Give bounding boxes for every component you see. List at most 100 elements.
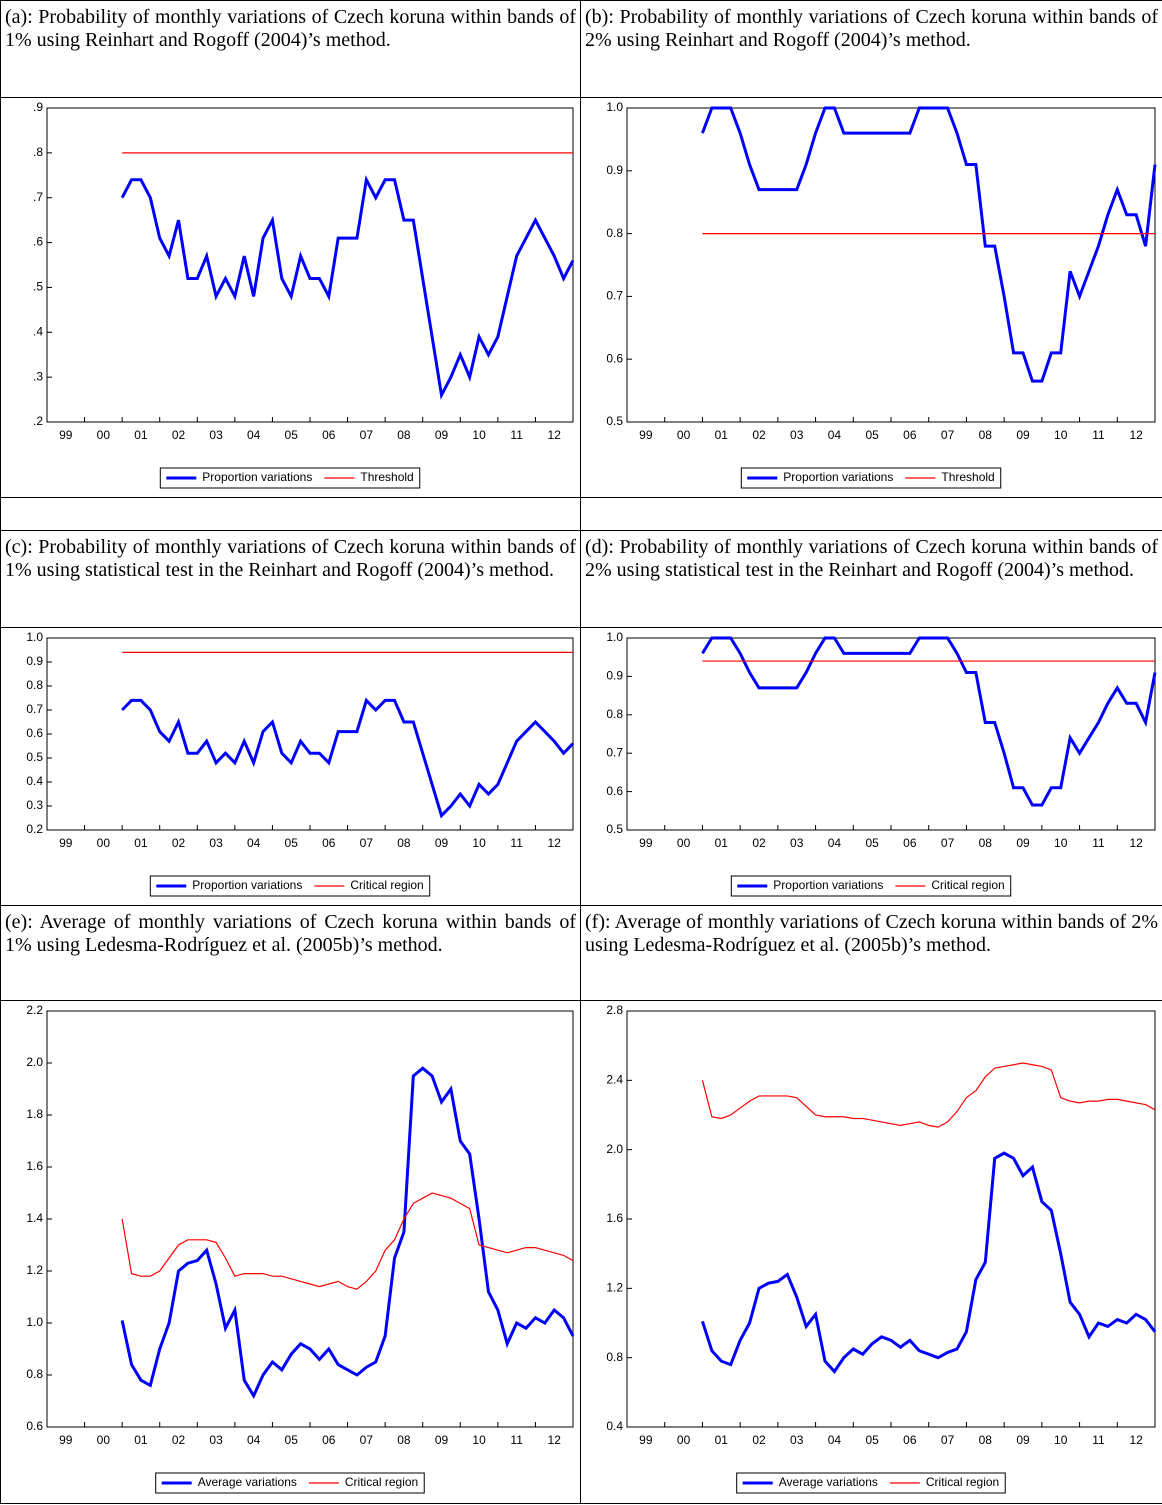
y-tick-label: 0.8 <box>26 678 43 692</box>
legend-box <box>730 875 1012 897</box>
x-tick-label: 02 <box>172 1433 186 1447</box>
x-tick-label: 11 <box>510 836 523 850</box>
x-tick-label: 01 <box>134 1433 148 1447</box>
x-tick-label: 06 <box>903 836 917 850</box>
x-tick-label: 12 <box>548 836 562 850</box>
y-tick-label: 2.8 <box>606 1003 623 1017</box>
y-tick-label: 0.4 <box>606 1419 623 1433</box>
series-line <box>701 1151 1157 1374</box>
series-line <box>121 1192 574 1290</box>
y-tick-label: 2.2 <box>26 1003 43 1017</box>
y-tick-label: .6 <box>33 235 43 249</box>
x-tick-label: 03 <box>209 1433 223 1447</box>
plot-frame <box>626 637 1156 831</box>
x-tick-label: 03 <box>790 428 804 442</box>
legend-label: Average variations <box>779 1475 878 1489</box>
caption: (e): Average of monthly variations of Cz… <box>5 911 576 956</box>
x-tick-label: 09 <box>1016 836 1030 850</box>
y-tick-label: 2.0 <box>26 1055 43 1069</box>
y-tick-label: 0.7 <box>26 702 43 716</box>
x-tick-label: 03 <box>209 428 223 442</box>
x-tick-label: 04 <box>247 1433 261 1447</box>
y-tick-label: .9 <box>33 100 43 114</box>
x-tick-label: 07 <box>360 428 374 442</box>
x-tick-label: 04 <box>247 836 261 850</box>
x-tick-label: 09 <box>1016 428 1030 442</box>
x-tick-label: 08 <box>979 428 993 442</box>
series-line <box>120 1066 575 1400</box>
series-line <box>701 106 1157 383</box>
caption: (b): Probability of monthly variations o… <box>585 6 1158 51</box>
series-line <box>121 697 575 819</box>
y-tick-label: .7 <box>33 190 43 204</box>
y-tick-label: 0.8 <box>606 1350 623 1364</box>
x-tick-label: 05 <box>285 836 299 850</box>
x-tick-label: 02 <box>752 836 766 850</box>
y-tick-label: 0.9 <box>26 654 43 668</box>
y-tick-label: 0.6 <box>26 726 43 740</box>
plot-frame <box>626 1010 1156 1428</box>
chart: 0.2 0.3 0.4 0.5 0.6 0.7 0.8 0.9 1.0 99 00 01 02 03 04 0… <box>26 630 575 897</box>
x-tick-label: 00 <box>677 428 691 442</box>
y-tick-label: .3 <box>33 369 43 383</box>
y-tick-label: 0.6 <box>606 784 623 798</box>
x-tick-label: 07 <box>941 836 955 850</box>
x-tick-label: 01 <box>715 428 729 442</box>
legend-box <box>159 467 421 489</box>
x-tick-label: 05 <box>865 836 879 850</box>
x-tick-label: 08 <box>979 836 993 850</box>
chart: 0.5 0.6 0.7 0.8 0.9 1.0 99 00 01 02 03 04 05 06 07 08 09… <box>606 630 1157 897</box>
legend: Proportion variations Critical region <box>730 875 1012 897</box>
x-tick-label: 99 <box>59 836 73 850</box>
x-tick-label: 04 <box>247 428 261 442</box>
x-tick-label: 08 <box>397 428 411 442</box>
y-tick-label: 1.0 <box>606 630 623 644</box>
series-line <box>701 636 1157 807</box>
x-tick-label: 04 <box>828 1433 842 1447</box>
x-tick-label: 00 <box>677 1433 691 1447</box>
x-tick-label: 10 <box>472 836 486 850</box>
y-tick-label: 0.9 <box>606 669 623 683</box>
y-tick-label: 0.5 <box>606 822 623 836</box>
legend-label: Threshold <box>941 470 994 484</box>
legend-label: Critical region <box>926 1475 999 1489</box>
x-tick-label: 06 <box>903 428 917 442</box>
x-tick-label: 06 <box>322 1433 336 1447</box>
x-tick-label: 12 <box>1129 1433 1143 1447</box>
y-tick-label: 0.4 <box>26 774 43 788</box>
y-tick-label: 1.0 <box>26 630 43 644</box>
x-tick-label: 01 <box>134 836 148 850</box>
y-tick-label: 1.4 <box>26 1211 43 1225</box>
caption: (d): Probability of monthly variations o… <box>585 536 1158 581</box>
legend: Average variations Critical region <box>155 1472 425 1494</box>
x-tick-label: 03 <box>209 836 223 850</box>
x-tick-label: 08 <box>979 1433 993 1447</box>
x-tick-label: 04 <box>828 428 842 442</box>
y-tick-label: 1.0 <box>26 1315 43 1329</box>
x-tick-label: 11 <box>510 1433 523 1447</box>
x-tick-label: 00 <box>97 1433 111 1447</box>
y-tick-label: 0.8 <box>606 707 623 721</box>
x-tick-label: 09 <box>1016 1433 1030 1447</box>
y-tick-label: 1.6 <box>26 1159 43 1173</box>
legend-box <box>740 467 1002 489</box>
x-tick-label: 12 <box>1129 836 1143 850</box>
x-tick-label: 99 <box>59 1433 73 1447</box>
x-tick-label: 12 <box>1129 428 1143 442</box>
caption: (f): Average of monthly variations of Cz… <box>585 911 1158 956</box>
empty-cell <box>580 497 1162 531</box>
x-tick-label: 07 <box>360 1433 374 1447</box>
y-tick-label: 0.3 <box>26 798 43 812</box>
legend-label: Critical region <box>350 878 423 892</box>
y-tick-label: 1.8 <box>26 1107 43 1121</box>
x-tick-label: 06 <box>322 836 336 850</box>
legend: Proportion variations Critical region <box>149 875 431 897</box>
y-tick-label: 0.9 <box>606 163 623 177</box>
y-tick-label: 0.7 <box>606 289 623 303</box>
y-tick-label: 0.8 <box>606 226 623 240</box>
chart: .2 .3 .4 .5 .6 .7 .8 .9 99 00 01 02 03 04 05 06 07 08 09 10… <box>33 100 575 489</box>
legend-label: Critical region <box>345 1475 418 1489</box>
caption: (c): Probability of monthly variations o… <box>5 536 576 581</box>
empty-cell <box>0 497 581 531</box>
legend: Proportion variations Threshold <box>740 467 1002 489</box>
